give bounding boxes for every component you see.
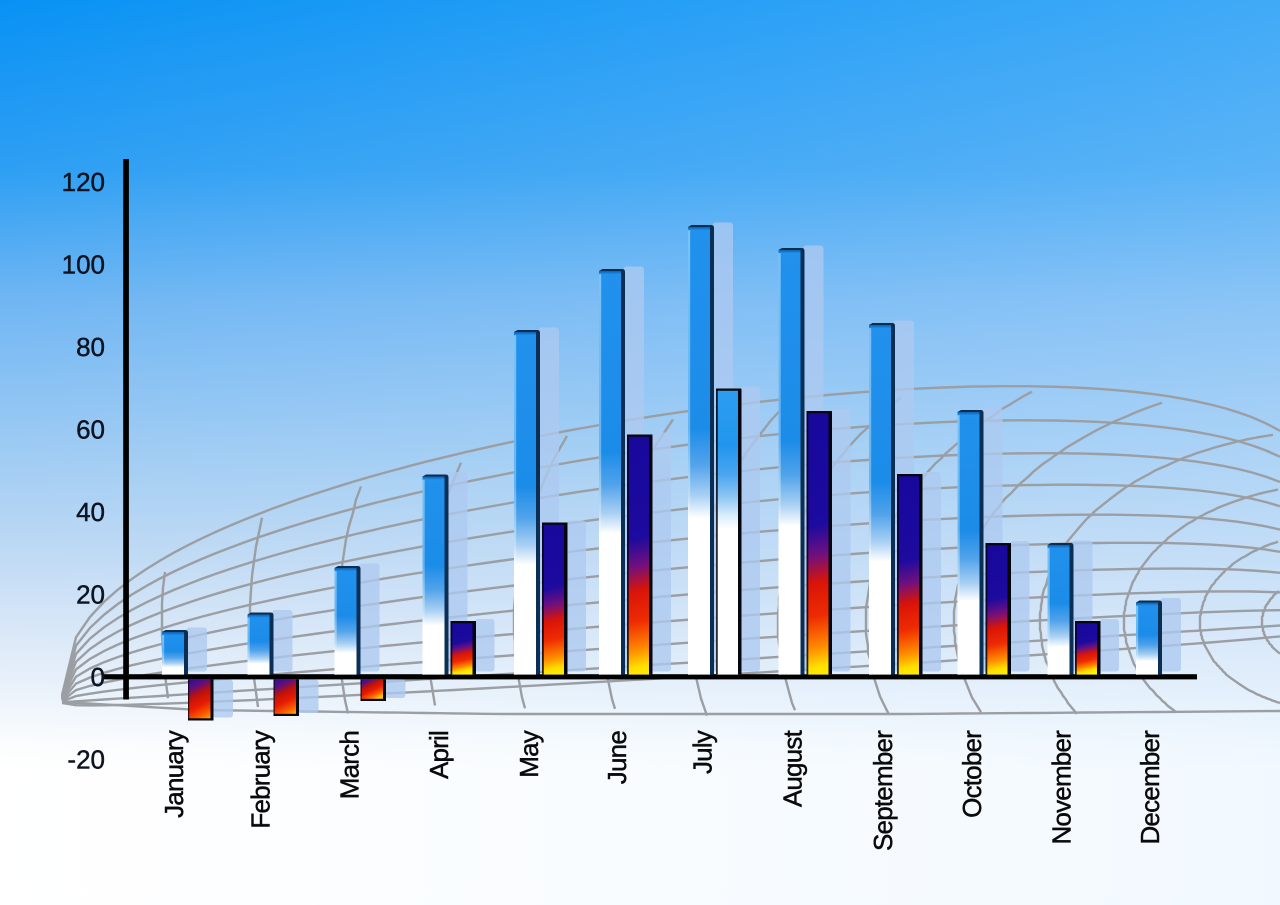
svg-text:October: October (957, 730, 987, 818)
svg-text:July: July (688, 730, 718, 774)
svg-text:August: August (778, 729, 808, 807)
svg-text:September: September (868, 730, 898, 851)
svg-text:June: June (602, 731, 632, 785)
svg-text:40: 40 (76, 497, 105, 527)
svg-text:December: December (1135, 730, 1165, 845)
svg-text:March: March (335, 731, 365, 799)
svg-text:60: 60 (76, 415, 105, 445)
svg-text:-20: -20 (67, 745, 105, 775)
svg-text:120: 120 (62, 167, 105, 197)
svg-text:0: 0 (91, 662, 105, 692)
svg-text:80: 80 (76, 332, 105, 362)
svg-text:May: May (514, 730, 544, 778)
svg-text:April: April (424, 731, 454, 779)
svg-text:100: 100 (62, 250, 105, 280)
svg-text:January: January (159, 730, 189, 818)
svg-text:20: 20 (76, 580, 105, 610)
svg-text:February: February (246, 730, 276, 828)
svg-text:November: November (1047, 730, 1077, 845)
